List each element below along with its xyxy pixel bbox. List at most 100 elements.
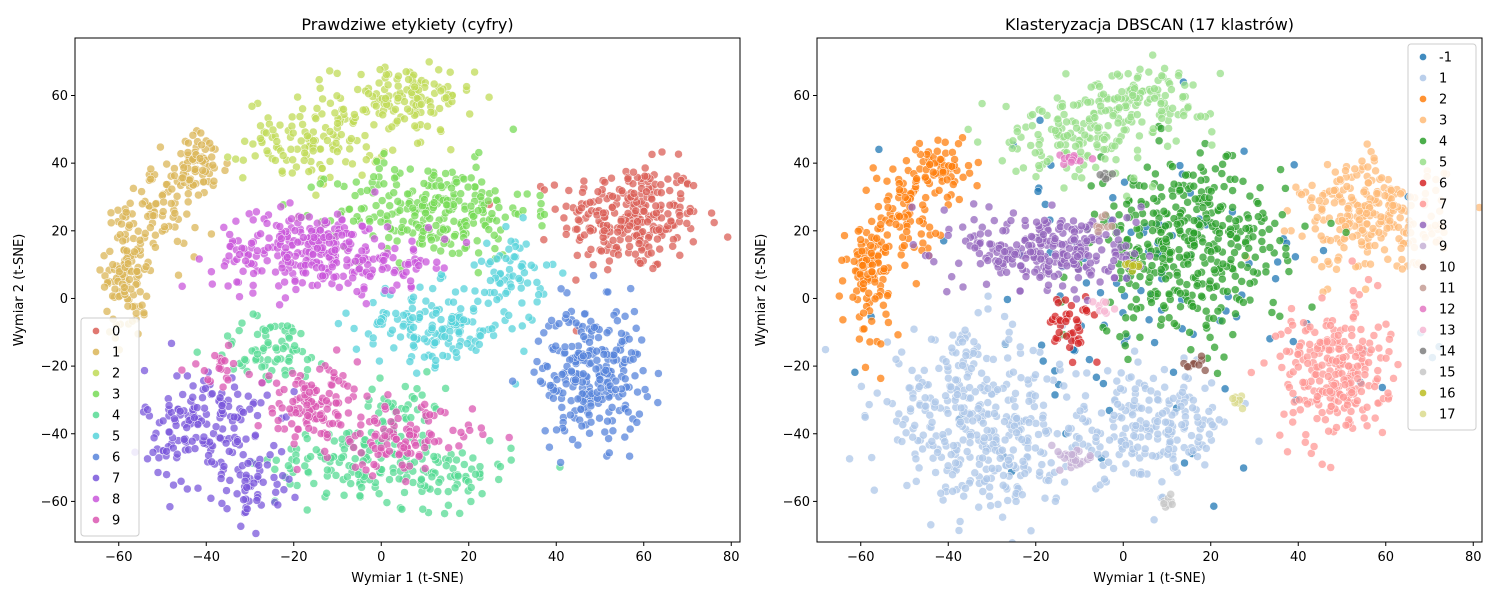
data-point-5 xyxy=(409,292,418,302)
data-point-9 xyxy=(414,452,424,461)
data-point-7 xyxy=(273,500,283,510)
data-point-1 xyxy=(1160,365,1169,374)
data-point-4 xyxy=(1261,267,1271,277)
data-point-4 xyxy=(1121,313,1131,323)
data-point-7 xyxy=(1360,370,1370,379)
data-point-1 xyxy=(921,401,930,411)
data-point-5 xyxy=(518,321,527,331)
data-point-6 xyxy=(532,357,542,366)
data-point-0 xyxy=(657,188,666,197)
data-point-1 xyxy=(948,330,958,340)
data-point-7 xyxy=(1349,312,1358,322)
data-point-5 xyxy=(1207,140,1217,150)
data-point-2 xyxy=(325,127,335,136)
data-point--1 xyxy=(1050,390,1060,400)
data-point-4 xyxy=(1198,237,1207,247)
data-point-5 xyxy=(1114,103,1124,112)
data-point-6 xyxy=(630,371,640,381)
data-point-7 xyxy=(1247,368,1256,377)
data-point-5 xyxy=(1083,97,1093,107)
data-point-8 xyxy=(282,253,292,262)
data-point-6 xyxy=(611,385,620,394)
data-point-5 xyxy=(459,315,468,325)
data-point-1 xyxy=(1172,435,1182,445)
data-point-7 xyxy=(1294,362,1303,372)
data-point-6 xyxy=(592,356,602,365)
data-point-4 xyxy=(1143,162,1152,172)
data-point-0 xyxy=(631,206,641,216)
data-point-1 xyxy=(1207,378,1216,388)
data-point-1 xyxy=(926,520,936,530)
data-point-5 xyxy=(451,287,460,297)
data-point-4 xyxy=(1209,314,1218,323)
data-point-4 xyxy=(1149,194,1158,203)
data-point-7 xyxy=(167,339,176,348)
data-point-4 xyxy=(1161,234,1171,244)
data-point-1 xyxy=(209,176,219,186)
data-point-1 xyxy=(1149,515,1159,525)
data-point-6 xyxy=(601,366,611,375)
data-point-8 xyxy=(1092,252,1101,261)
data-point-2 xyxy=(947,162,957,171)
data-point-3 xyxy=(1316,231,1326,241)
data-point-4 xyxy=(406,413,416,422)
data-point-7 xyxy=(207,457,216,467)
data-point-3 xyxy=(349,216,358,226)
data-point-7 xyxy=(187,436,197,446)
data-point-5 xyxy=(1150,84,1159,93)
data-point-7 xyxy=(243,459,253,468)
data-point-5 xyxy=(473,297,483,306)
data-point-7 xyxy=(1339,392,1348,402)
data-point-5 xyxy=(504,244,514,254)
data-point-9 xyxy=(394,450,404,459)
data-point-7 xyxy=(236,522,246,531)
data-point-2 xyxy=(867,248,876,258)
data-point-2 xyxy=(356,70,366,79)
data-point-6 xyxy=(557,403,567,412)
data-point-8 xyxy=(1084,251,1093,261)
data-point-2 xyxy=(362,142,371,152)
data-point-3 xyxy=(1374,228,1384,237)
data-point-4 xyxy=(1230,175,1240,184)
data-point-4 xyxy=(1216,202,1225,212)
data-point-1 xyxy=(1189,396,1198,405)
data-point-8 xyxy=(290,226,300,235)
data-point-4 xyxy=(1109,201,1119,211)
data-point-4 xyxy=(1226,239,1236,248)
data-point-5 xyxy=(973,137,982,147)
data-point-7 xyxy=(1315,376,1324,386)
data-point-0 xyxy=(614,250,623,260)
data-point-9 xyxy=(436,407,445,416)
x-axis-label: Wymiar 1 (t-SNE) xyxy=(351,571,464,586)
data-point-4 xyxy=(1206,247,1216,256)
data-point-4 xyxy=(1147,298,1156,307)
data-point-1 xyxy=(998,512,1007,522)
data-point-9 xyxy=(362,391,372,401)
data-point-2 xyxy=(972,181,982,190)
data-point-3 xyxy=(421,208,430,218)
data-point--1 xyxy=(1239,146,1249,156)
data-point-3 xyxy=(390,165,399,174)
data-point-5 xyxy=(1157,114,1167,123)
data-point-6 xyxy=(573,440,583,450)
data-point-2 xyxy=(410,82,419,92)
data-point-9 xyxy=(393,414,403,423)
data-point-1 xyxy=(1181,372,1190,382)
data-point-9 xyxy=(356,412,366,422)
data-point-2 xyxy=(371,101,381,111)
data-point-8 xyxy=(318,271,327,281)
data-point-2 xyxy=(915,139,924,148)
data-point-1 xyxy=(1158,408,1167,418)
data-point-4 xyxy=(1156,124,1166,133)
data-point-5 xyxy=(1207,127,1217,137)
data-point-1 xyxy=(1128,410,1137,419)
data-point-2 xyxy=(311,190,321,200)
data-point-1 xyxy=(141,262,151,271)
data-point-3 xyxy=(439,225,448,234)
data-point-7 xyxy=(1324,345,1334,355)
data-point-1 xyxy=(1071,369,1081,379)
data-point-1 xyxy=(1024,418,1034,427)
data-point-3 xyxy=(490,244,500,253)
data-point-1 xyxy=(927,335,936,344)
data-point-4 xyxy=(1161,274,1170,284)
